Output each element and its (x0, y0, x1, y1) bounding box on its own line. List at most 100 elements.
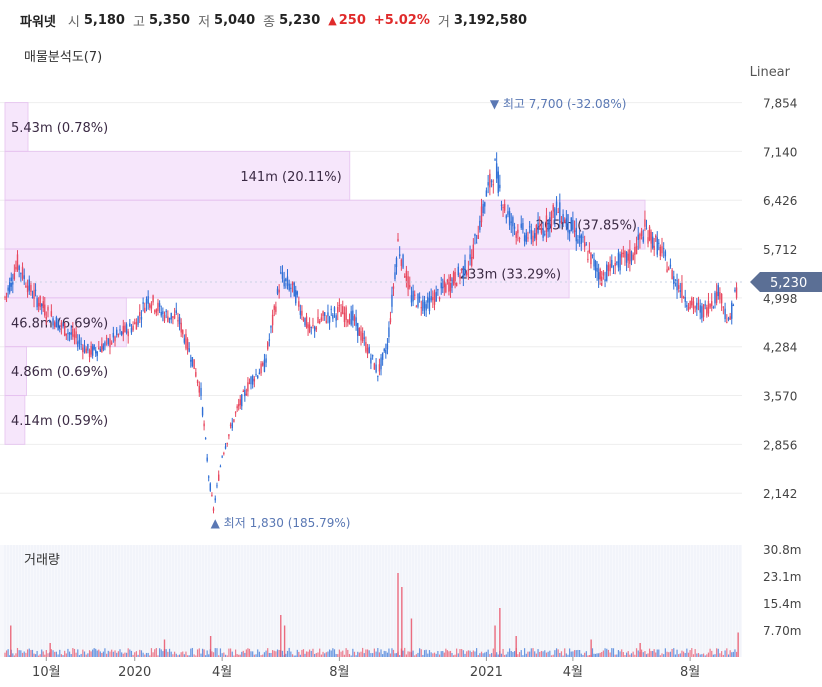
candle-body (726, 321, 728, 323)
max-price-marker: ▼ 최고 7,700 (-32.08%) (490, 97, 627, 111)
candle-body (475, 242, 478, 244)
candle-body (234, 412, 237, 414)
volume-bar (244, 652, 246, 657)
volume-bar (663, 654, 665, 657)
candle-body (188, 348, 190, 352)
volume-bar (619, 651, 621, 657)
candle-body (432, 297, 434, 301)
volume-bar (420, 649, 422, 657)
volume-bar (622, 652, 624, 657)
candle-body (358, 328, 361, 336)
volume-bar (513, 651, 516, 657)
candle-body (325, 320, 328, 323)
volume-bar (157, 655, 159, 657)
candle-body (72, 328, 74, 337)
candle-body (120, 331, 123, 336)
candle-body (518, 237, 521, 239)
volume-label: 거 (437, 14, 450, 30)
volume-bar (64, 650, 66, 657)
candle-body (515, 232, 517, 238)
volume-bar (668, 652, 670, 657)
volume-bar (686, 648, 688, 657)
candle-body (203, 423, 205, 427)
candle-body (545, 215, 548, 233)
candle-body (105, 337, 108, 339)
volume-bar (352, 648, 354, 657)
candle-body (278, 289, 280, 293)
candle-body (517, 229, 519, 234)
high-label: 고 (132, 14, 145, 30)
x-tick-label: 2020 (118, 665, 151, 680)
candle-body (637, 234, 639, 240)
volume-bar (25, 652, 27, 657)
candle-body (320, 317, 323, 321)
volume-bar (111, 649, 113, 657)
candle-body (101, 343, 103, 353)
candle-body (712, 306, 715, 308)
volume-bar (479, 653, 481, 657)
candle-body (648, 226, 651, 241)
candle-body (173, 314, 176, 319)
volume-bar (497, 654, 499, 657)
volume-bar (704, 655, 706, 657)
volume-bar (735, 651, 738, 657)
candle-body (160, 311, 162, 316)
candle-body (50, 311, 53, 316)
volume-bar (529, 651, 531, 657)
volume-spike-bar (10, 625, 12, 657)
candle-body (82, 347, 84, 353)
volume-bar (462, 650, 464, 657)
candle-body (13, 273, 16, 280)
candle-body (697, 303, 700, 305)
volume-profile-label: 233m (33.29%) (460, 267, 561, 282)
volume-bar (72, 648, 74, 657)
volume-bar (577, 649, 579, 657)
volume-bar (191, 647, 193, 657)
volume-bar (472, 650, 474, 657)
volume-bar (293, 655, 295, 657)
candle-body (328, 316, 331, 323)
scale-toggle[interactable]: Linear (749, 65, 790, 80)
volume-bar (77, 649, 79, 657)
candle-body (484, 202, 486, 207)
volume-bar (579, 650, 581, 657)
candle-body (245, 393, 248, 396)
candle-body (410, 295, 413, 303)
volume-bar (412, 650, 414, 657)
candle-body (402, 254, 404, 268)
volume-bar (454, 654, 456, 657)
volume-bar (525, 653, 527, 657)
candle-body (137, 316, 139, 325)
candle-body (332, 314, 334, 319)
volume-bar (357, 651, 359, 657)
volume-bar (353, 651, 356, 657)
candle-body (464, 259, 466, 276)
candle-body (12, 282, 14, 285)
candle-body (522, 223, 524, 230)
volume-bar (75, 652, 77, 657)
volume-bar (621, 649, 623, 657)
volume-bar (52, 650, 54, 657)
chart-subtitle[interactable]: 매물분석도(7) (24, 50, 103, 65)
candle-body (689, 301, 691, 309)
candle-body (109, 338, 111, 348)
volume-bar (678, 654, 680, 657)
volume-bar (345, 648, 347, 657)
candle-body (686, 305, 688, 308)
volume-bar (687, 652, 690, 657)
y-tick-label: 7,140 (763, 145, 797, 159)
volume-bar (510, 650, 512, 657)
x-tick-label: 4월 (212, 665, 232, 680)
candle-body (317, 316, 319, 324)
volume-bar (44, 654, 46, 657)
low-value: 5,040 (214, 12, 256, 28)
candle-body (315, 327, 318, 330)
candle-body (255, 373, 257, 375)
volume-bar (132, 654, 134, 657)
candle-body (312, 325, 314, 327)
volume-bar (489, 654, 491, 657)
candle-body (281, 272, 284, 279)
volume-bar (307, 651, 309, 657)
volume-bar (709, 648, 711, 657)
